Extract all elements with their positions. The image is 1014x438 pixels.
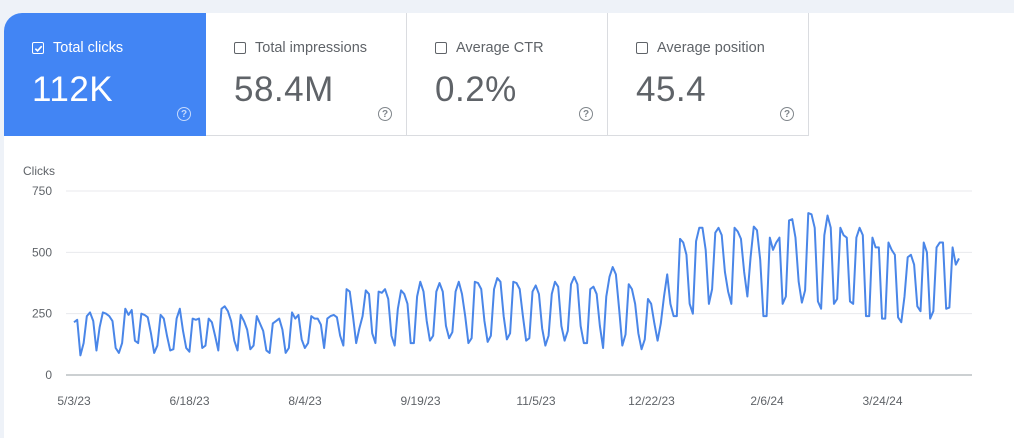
y-tick-label: 750 — [32, 184, 52, 198]
metric-average-ctr[interactable]: Average CTR 0.2% ? — [407, 13, 608, 136]
y-axis-title: Clicks — [23, 164, 55, 178]
metric-label: Total clicks — [53, 40, 124, 56]
metric-header: Average position — [636, 40, 765, 56]
metric-header: Total impressions — [234, 40, 367, 56]
y-tick-label: 250 — [32, 307, 52, 321]
clicks-line-chart[interactable]: Clicks 0 250 500 750 5/3/23 6/18/23 8/4/23 9/1… — [4, 13, 1014, 438]
performance-card: Total clicks 112K ? Total impressions 58… — [4, 13, 1014, 438]
y-tick-label: 500 — [32, 245, 52, 259]
x-tick-label: 9/19/23 — [400, 394, 440, 408]
help-circle-icon[interactable]: ? — [378, 107, 392, 121]
x-tick-label: 2/6/24 — [750, 394, 784, 408]
x-tick-label: 8/4/23 — [288, 394, 322, 408]
checkbox-unchecked-icon[interactable] — [636, 42, 648, 54]
help-circle-icon[interactable]: ? — [780, 107, 794, 121]
metric-value: 45.4 — [636, 70, 707, 109]
x-tick-label: 11/5/23 — [516, 394, 555, 408]
x-tick-label: 3/24/24 — [862, 394, 902, 408]
series-line[interactable] — [73, 212, 960, 357]
metric-value: 58.4M — [234, 70, 334, 109]
metric-tabs: Total clicks 112K ? Total impressions 58… — [4, 13, 809, 136]
metric-label: Total impressions — [255, 40, 368, 56]
checkbox-checked-icon[interactable] — [32, 42, 44, 54]
grid — [66, 190, 972, 376]
metric-average-position[interactable]: Average position 45.4 ? — [608, 13, 809, 136]
help-circle-icon[interactable]: ? — [579, 107, 593, 121]
metric-header: Average CTR — [435, 40, 544, 56]
help-circle-icon[interactable]: ? — [177, 107, 191, 121]
metric-total-clicks[interactable]: Total clicks 112K ? — [4, 13, 206, 136]
metric-header: Total clicks — [32, 40, 123, 56]
y-tick-label: 0 — [45, 368, 52, 382]
metric-label: Average CTR — [456, 40, 544, 56]
x-tick-label: 6/18/23 — [169, 394, 209, 408]
x-tick-labels: 5/3/23 6/18/23 8/4/23 9/19/23 11/5/23 12/22/2… — [57, 394, 903, 408]
metric-label: Average position — [657, 40, 765, 56]
checkbox-unchecked-icon[interactable] — [435, 42, 447, 54]
x-tick-label: 5/3/23 — [57, 394, 91, 408]
checkbox-unchecked-icon[interactable] — [234, 42, 246, 54]
metric-value: 0.2% — [435, 70, 517, 109]
metric-value: 112K — [32, 70, 114, 109]
x-tick-label: 12/22/23 — [628, 394, 675, 408]
y-tick-labels: 0 250 500 750 — [32, 184, 52, 382]
metric-total-impressions[interactable]: Total impressions 58.4M ? — [206, 13, 407, 136]
